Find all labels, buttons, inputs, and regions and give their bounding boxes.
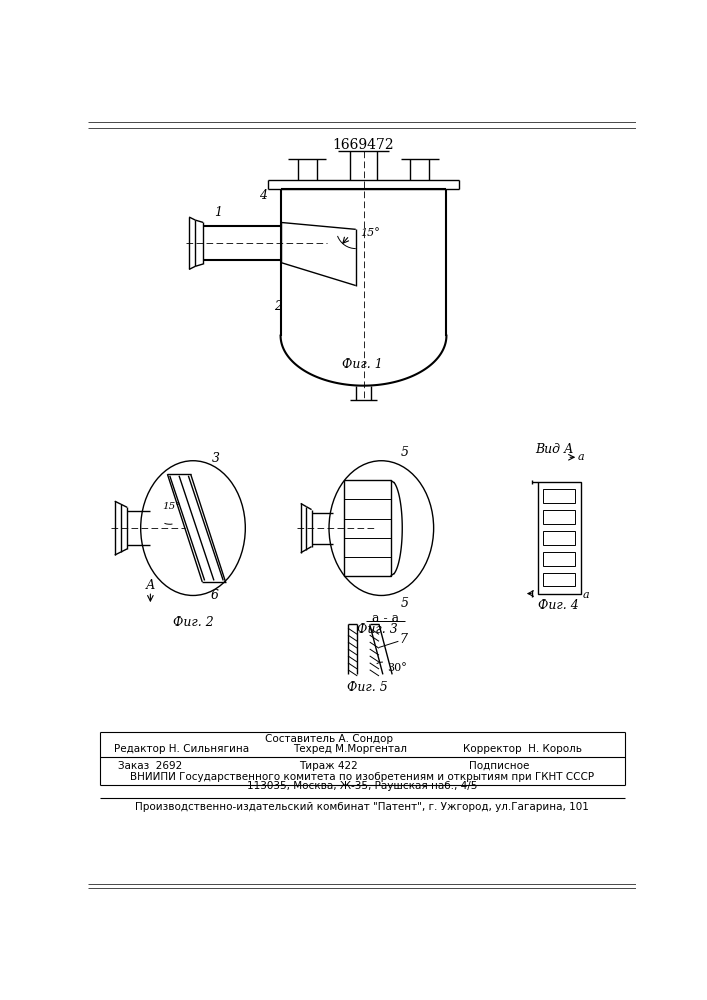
Text: Вид А: Вид А (536, 443, 574, 456)
Bar (543, 531, 575, 545)
Text: 2: 2 (274, 300, 282, 313)
Text: Фиг. 3: Фиг. 3 (357, 623, 398, 636)
Text: Составитель А. Сондор: Составитель А. Сондор (264, 734, 392, 744)
Text: 5: 5 (401, 446, 409, 459)
Bar (543, 573, 575, 586)
Bar (543, 510, 575, 524)
Text: 15°: 15° (162, 502, 180, 511)
Text: 6: 6 (211, 589, 218, 602)
Text: 4: 4 (259, 189, 267, 202)
Bar (543, 489, 575, 503)
Text: Редактор Н. Сильнягина: Редактор Н. Сильнягина (114, 744, 249, 754)
Bar (538, 482, 580, 594)
Bar (543, 552, 575, 566)
Text: Тираж 422: Тираж 422 (299, 761, 358, 771)
Text: ВНИИПИ Государственного комитета по изобретениям и открытиям при ГКНТ СССР: ВНИИПИ Государственного комитета по изоб… (130, 772, 594, 782)
Text: Фиг. 2: Фиг. 2 (173, 616, 214, 629)
Text: 113035, Москва, Ж-35, Раушская наб., 4/5: 113035, Москва, Ж-35, Раушская наб., 4/5 (247, 781, 477, 791)
Text: А: А (146, 579, 155, 592)
Text: Фиг. 1: Фиг. 1 (342, 358, 383, 371)
Bar (344, 480, 391, 576)
Text: 3: 3 (212, 452, 221, 465)
Text: Производственно-издательский комбинат "Патент", г. Ужгород, ул.Гагарина, 101: Производственно-издательский комбинат "П… (135, 802, 589, 812)
Text: Техред М.Моргентал: Техред М.Моргентал (293, 744, 407, 754)
Text: 15°: 15° (360, 228, 380, 238)
Text: 1669472: 1669472 (332, 138, 394, 152)
Text: а - а: а - а (372, 612, 399, 625)
Text: 7: 7 (399, 633, 408, 646)
Text: 5: 5 (401, 597, 409, 610)
Text: Заказ  2692: Заказ 2692 (118, 761, 182, 771)
Text: а: а (583, 590, 589, 600)
Text: 30°: 30° (387, 663, 407, 673)
Text: Подписное: Подписное (469, 761, 530, 771)
Text: а: а (578, 452, 585, 462)
Text: Корректор  Н. Король: Корректор Н. Король (463, 744, 582, 754)
Text: Фиг. 5: Фиг. 5 (347, 681, 387, 694)
Text: Фиг. 4: Фиг. 4 (539, 599, 579, 612)
Text: 1: 1 (215, 206, 223, 219)
